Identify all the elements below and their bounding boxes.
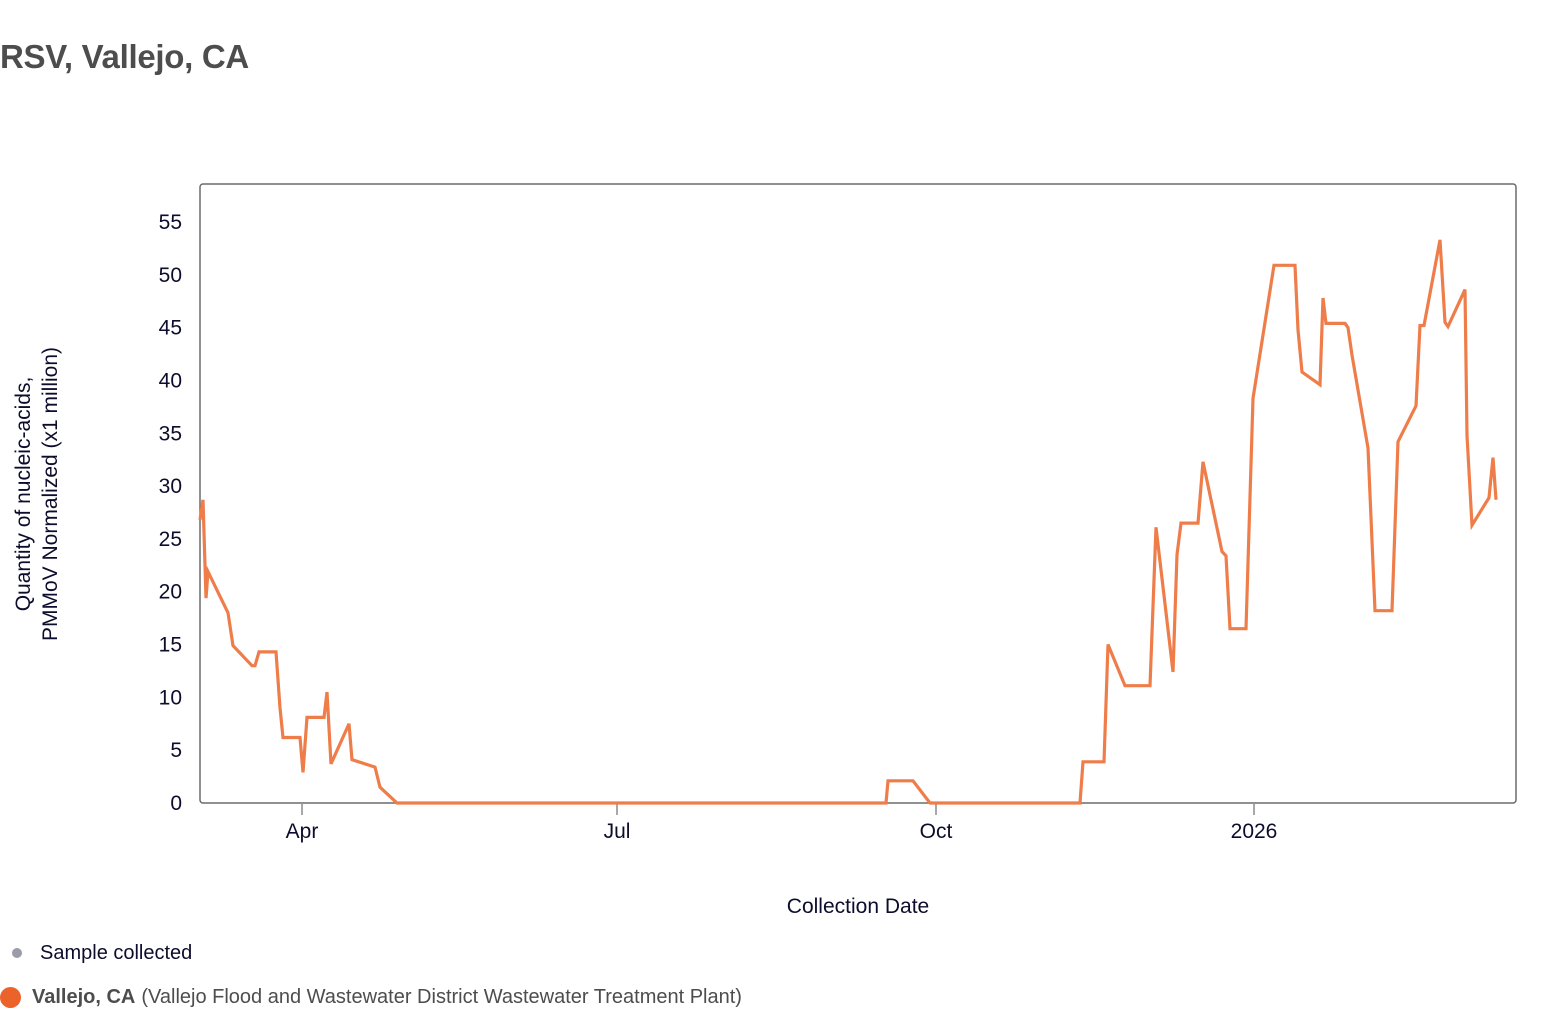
legend-sample-label: Sample collected [40, 941, 193, 964]
legend-item-site[interactable]: Vallejo, CA (Vallejo Flood and Wastewate… [0, 982, 742, 1012]
x-tick-label: Jul [604, 820, 631, 843]
svg-text:PMMoV Normalized (x1 million): PMMoV Normalized (x1 million) [39, 347, 62, 641]
y-tick-label: 25 [159, 528, 182, 551]
svg-text:Quantity of nucleic-acids,: Quantity of nucleic-acids, [12, 377, 35, 612]
series-line-vallejo[interactable] [198, 239, 1498, 805]
y-tick-label: 45 [159, 317, 182, 340]
y-tick-label: 55 [159, 211, 182, 234]
y-tick-label: 40 [159, 369, 182, 392]
x-axis-ticks: Apr Jul Oct 2026 [286, 804, 1278, 843]
y-tick-label: 0 [170, 792, 182, 815]
plot-frame [199, 183, 1517, 804]
y-tick-label: 20 [159, 581, 182, 604]
site-dot-icon [0, 986, 21, 1008]
x-tick-label: Oct [920, 820, 953, 843]
y-tick-label: 50 [159, 264, 182, 287]
x-tick-label: Apr [286, 820, 319, 843]
y-tick-label: 10 [159, 686, 182, 709]
x-tick-label: 2026 [1231, 820, 1278, 843]
chart-legend: Sample collected Vallejo, CA (Vallejo Fl… [0, 938, 742, 1012]
x-axis-title: Collection Date [787, 895, 929, 918]
y-tick-label: 5 [170, 739, 182, 762]
y-axis-title: Quantity of nucleic-acids, PMMoV Normali… [12, 347, 62, 641]
legend-item-sample-collected: Sample collected [12, 938, 742, 968]
sample-dot-icon [12, 948, 22, 958]
y-tick-label: 15 [159, 634, 182, 657]
line-chart: 0 5 10 15 20 25 30 35 40 45 50 55 Apr Jul Oct 2026 Col… [12, 183, 1517, 918]
y-axis-ticks: 0 5 10 15 20 25 30 35 40 45 50 55 [159, 211, 182, 815]
page-title: RSV, Vallejo, CA [0, 38, 249, 75]
y-tick-label: 35 [159, 422, 182, 445]
legend-site-description: (Vallejo Flood and Wastewater District W… [141, 985, 742, 1008]
y-tick-label: 30 [159, 475, 182, 498]
legend-site-name: Vallejo, CA [32, 985, 136, 1008]
